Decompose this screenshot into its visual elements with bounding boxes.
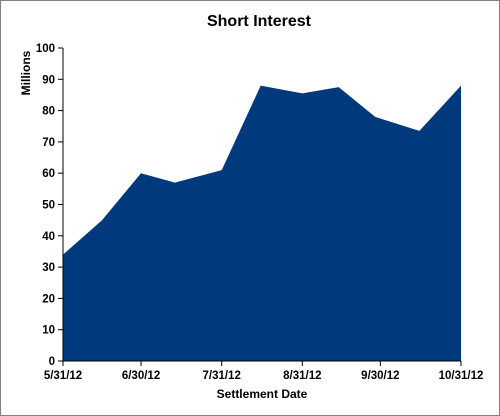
x-tick-label: 9/30/12 bbox=[361, 370, 399, 382]
x-tick-label: 7/31/12 bbox=[202, 370, 240, 382]
y-tick-label: 30 bbox=[42, 262, 55, 274]
y-tick-label: 60 bbox=[42, 168, 55, 180]
y-axis-label: Millions bbox=[19, 50, 33, 95]
y-tick-label: 80 bbox=[42, 106, 55, 118]
x-tick-label: 8/31/12 bbox=[283, 370, 321, 382]
y-tick-label: 20 bbox=[42, 293, 55, 305]
y-tick-label: 10 bbox=[42, 325, 55, 337]
x-tick-label: 5/31/12 bbox=[44, 370, 82, 382]
y-tick-label: 90 bbox=[42, 74, 55, 86]
area-series bbox=[63, 85, 461, 361]
y-tick-label: 0 bbox=[49, 356, 55, 368]
y-tick-label: 50 bbox=[42, 200, 55, 212]
x-axis-label: Settlement Date bbox=[217, 387, 308, 401]
y-tick-label: 40 bbox=[42, 231, 55, 243]
x-tick-label: 6/30/12 bbox=[122, 370, 160, 382]
plot-area: 0 10 20 30 40 50 60 70 80 90 100 5/31/12 6/30/12 7/31… bbox=[36, 43, 484, 382]
chart-title: Short Interest bbox=[207, 13, 312, 30]
y-tick-label: 100 bbox=[36, 43, 55, 55]
x-tick-label: 10/31/12 bbox=[439, 370, 484, 382]
y-tick-label: 70 bbox=[42, 137, 55, 149]
